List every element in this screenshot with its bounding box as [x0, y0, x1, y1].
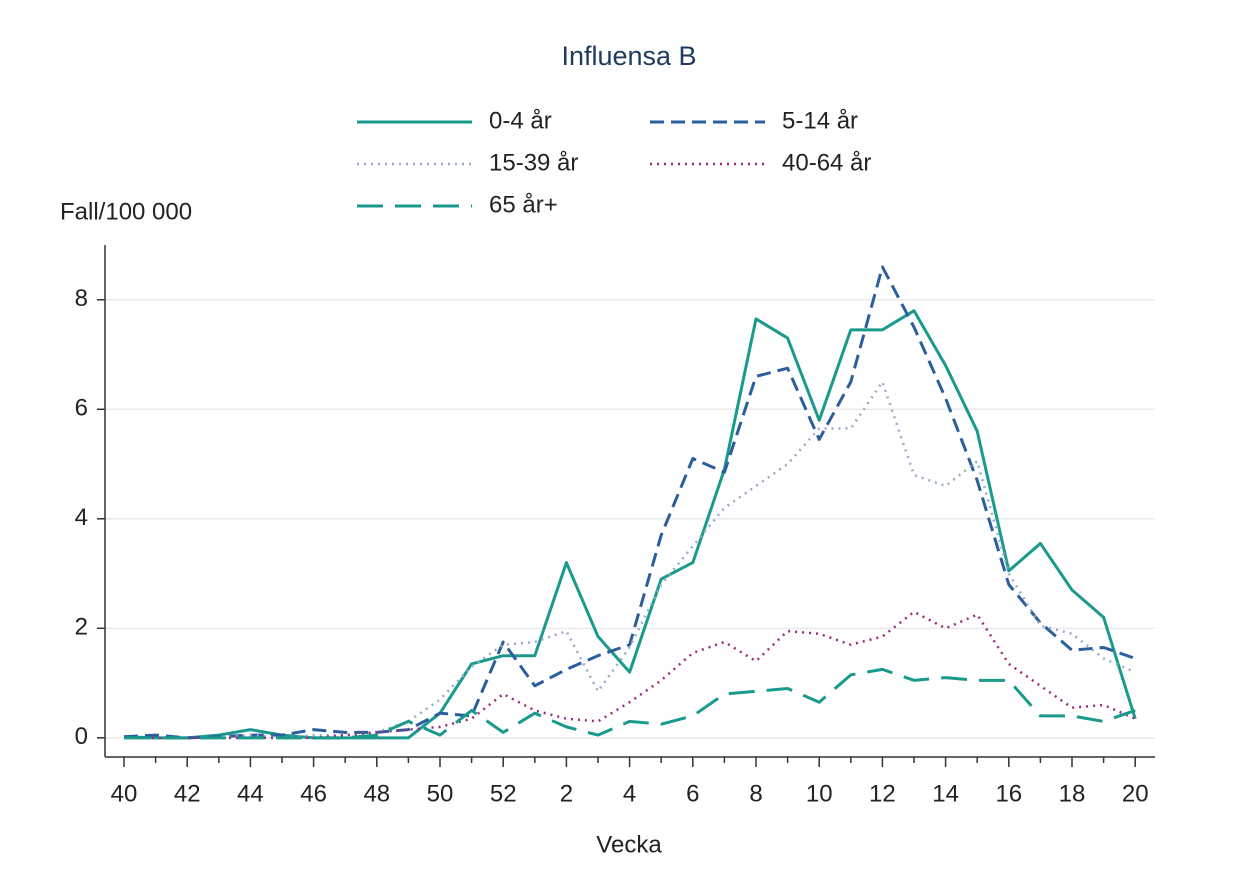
legend-label: 5-14 år — [782, 107, 858, 134]
y-tick-label: 0 — [75, 723, 88, 750]
legend-label: 0-4 år — [489, 107, 552, 134]
y-tick-label: 4 — [75, 504, 88, 531]
y-axis-label: Fall/100 000 — [60, 198, 192, 225]
y-tick-label: 2 — [75, 614, 88, 641]
x-tick-label: 6 — [686, 780, 699, 807]
series-line — [124, 667, 1136, 740]
y-tick-label: 8 — [75, 285, 88, 312]
x-tick-label: 52 — [490, 780, 517, 807]
x-tick-label: 12 — [869, 780, 896, 807]
x-tick-label: 42 — [174, 780, 201, 807]
series-line — [123, 265, 1136, 740]
x-tick-label: 18 — [1059, 780, 1086, 807]
x-tick-label: 46 — [300, 780, 327, 807]
x-tick-label: 44 — [237, 780, 264, 807]
series-line — [124, 380, 1136, 740]
x-axis-label: Vecka — [596, 831, 662, 858]
chart-title: Influensa B — [561, 41, 696, 71]
y-tick-label: 6 — [75, 395, 88, 422]
series-line — [124, 610, 1136, 740]
x-tick-label: 14 — [932, 780, 959, 807]
x-tick-label: 8 — [749, 780, 762, 807]
x-tick-label: 20 — [1122, 780, 1149, 807]
x-tick-label: 50 — [427, 780, 454, 807]
x-tick-label: 4 — [623, 780, 636, 807]
legend-label: 40-64 år — [782, 149, 871, 176]
x-tick-label: 2 — [560, 780, 573, 807]
legend-label: 65 år+ — [489, 191, 558, 218]
x-tick-label: 10 — [806, 780, 833, 807]
series-line — [123, 309, 1137, 740]
x-tick-label: 16 — [995, 780, 1022, 807]
legend-label: 15-39 år — [489, 149, 578, 176]
x-tick-label: 40 — [111, 780, 138, 807]
x-tick-label: 48 — [363, 780, 390, 807]
